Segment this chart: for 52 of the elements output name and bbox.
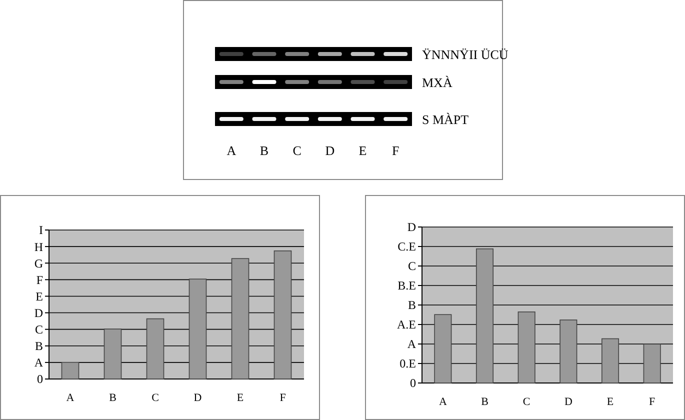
bar <box>560 320 578 384</box>
category-label: A <box>226 143 237 158</box>
category-label: E <box>358 143 367 158</box>
bar <box>643 344 661 384</box>
text: A <box>34 356 44 370</box>
x-tick-label: C <box>152 392 159 404</box>
category-label: C <box>292 143 302 158</box>
text: 0 <box>37 372 43 386</box>
text: H <box>34 240 44 254</box>
bar <box>188 278 207 380</box>
text: D <box>34 306 44 320</box>
x-tick-label: D <box>564 396 572 408</box>
bar <box>518 311 536 384</box>
category-label: D <box>325 143 335 158</box>
bar <box>61 362 80 380</box>
text: B.E <box>398 278 416 293</box>
bar <box>231 258 250 380</box>
x-tick-label: B <box>109 392 116 404</box>
text: I <box>39 223 43 238</box>
category-label: B <box>260 143 269 158</box>
text: E <box>36 289 43 304</box>
text: D <box>407 220 416 234</box>
x-tick-label: F <box>649 396 656 408</box>
x-tick-label: E <box>236 392 244 404</box>
text: S MÀPT <box>422 112 469 127</box>
text: 0 <box>410 376 416 390</box>
text: A <box>407 337 416 352</box>
text: C <box>408 259 416 274</box>
text: MXÀ <box>422 75 453 90</box>
x-tick-label: A <box>66 392 74 404</box>
bar <box>104 328 122 380</box>
x-tick-label: E <box>606 396 614 408</box>
text: C <box>34 322 43 337</box>
text: B <box>408 298 416 312</box>
x-tick-label: A <box>438 396 447 408</box>
text: ŸNNNŸII ÜCÜ <box>422 47 509 62</box>
text: 0.E <box>400 356 416 371</box>
x-tick-label: C <box>522 396 530 408</box>
bar <box>601 338 620 384</box>
bar <box>146 318 164 380</box>
bar <box>274 250 292 380</box>
text: A.E <box>397 318 416 332</box>
x-tick-label: D <box>194 392 202 404</box>
text: G <box>34 256 44 270</box>
bar <box>476 248 494 384</box>
category-label: F <box>392 143 400 158</box>
text: F <box>36 272 44 287</box>
text: C.E <box>398 240 416 254</box>
x-tick-label: B <box>481 396 488 408</box>
bar <box>434 314 452 384</box>
text: B <box>34 339 43 354</box>
x-tick-label: F <box>280 392 286 404</box>
